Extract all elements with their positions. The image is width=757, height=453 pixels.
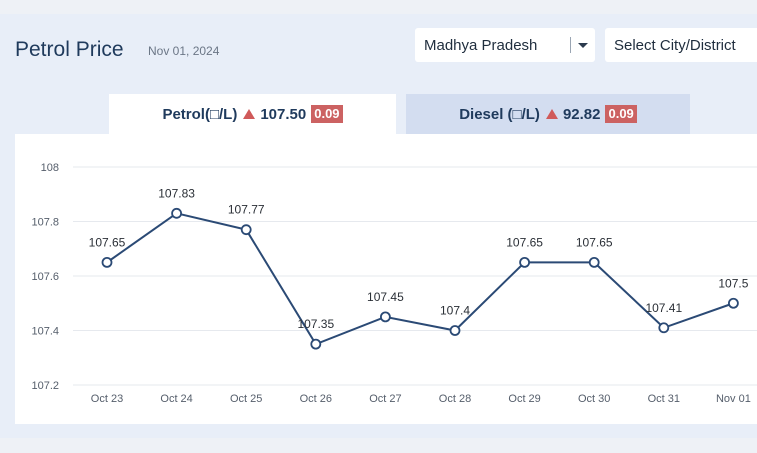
data-point <box>240 224 252 236</box>
x-tick-label: Oct 31 <box>648 393 680 405</box>
data-label: 107.83 <box>158 186 195 200</box>
tab-diesel[interactable]: Diesel (□/L) 92.82 0.09 <box>406 94 690 134</box>
price-up-icon <box>243 109 256 119</box>
x-tick-label: Oct 27 <box>369 393 401 405</box>
data-label: 107.65 <box>506 235 543 249</box>
price-date: Nov 01, 2024 <box>148 44 220 58</box>
x-tick-label: Oct 28 <box>439 393 471 405</box>
page-title: Petrol Price <box>15 38 124 61</box>
data-point <box>588 256 600 268</box>
chevron-down-icon[interactable] <box>578 43 588 48</box>
city-select[interactable]: Select City/District <box>605 28 757 62</box>
tab-petrol-label: Petrol(□/L) <box>162 105 238 123</box>
state-select-value: Madhya Pradesh <box>424 36 538 54</box>
city-select-placeholder: Select City/District <box>614 36 736 54</box>
y-tick-label: 108 <box>41 162 59 174</box>
data-point <box>449 325 461 336</box>
chart-panel: 107.2 107.4 107.6 107.8 108 Oct 23 Oct 24 Oct 2… <box>15 134 757 424</box>
x-tick-label: Oct 24 <box>160 393 192 405</box>
x-tick-label: Oct 29 <box>508 393 540 405</box>
tab-diesel-price: 92.82 <box>562 105 601 123</box>
data-label: 107.35 <box>297 317 334 331</box>
x-tick-label: Oct 23 <box>91 393 123 405</box>
tab-petrol-price: 107.50 <box>260 105 307 123</box>
y-tick-label: 107.4 <box>31 326 59 338</box>
data-point <box>171 207 183 219</box>
tab-diesel-change-badge: 0.09 <box>605 105 637 123</box>
data-point <box>728 297 739 309</box>
data-label: 107.41 <box>645 301 682 315</box>
series-line <box>106 212 734 346</box>
y-tick-label: 107.2 <box>31 380 59 392</box>
data-label: 107.65 <box>576 235 613 249</box>
data-label: 107.4 <box>440 304 470 318</box>
data-point <box>379 311 391 323</box>
tab-petrol-change-badge: 0.09 <box>311 105 343 123</box>
price-up-icon <box>545 109 558 119</box>
data-point <box>519 256 531 268</box>
x-tick-label: Nov 01 <box>716 393 751 405</box>
data-label: 107.77 <box>228 203 265 217</box>
y-tick-label: 107.6 <box>31 271 59 283</box>
select-divider <box>570 37 571 53</box>
x-tick-label: Oct 26 <box>300 393 332 405</box>
price-line-chart: 107.2 107.4 107.6 107.8 108 Oct 23 Oct 24 Oct 2… <box>31 162 757 405</box>
data-label: 107.5 <box>718 276 748 290</box>
data-label: 107.65 <box>89 235 126 249</box>
y-tick-label: 107.8 <box>31 217 59 229</box>
tab-petrol[interactable]: Petrol(□/L) 107.50 0.09 <box>109 94 396 134</box>
tab-diesel-label: Diesel (□/L) <box>459 105 540 123</box>
x-tick-label: Oct 25 <box>230 393 262 405</box>
data-label: 107.45 <box>367 290 404 304</box>
data-point <box>101 256 113 268</box>
state-select[interactable]: Madhya Pradesh <box>415 28 595 62</box>
x-tick-label: Oct 30 <box>578 393 610 405</box>
data-point <box>310 338 322 350</box>
data-point <box>658 322 670 334</box>
